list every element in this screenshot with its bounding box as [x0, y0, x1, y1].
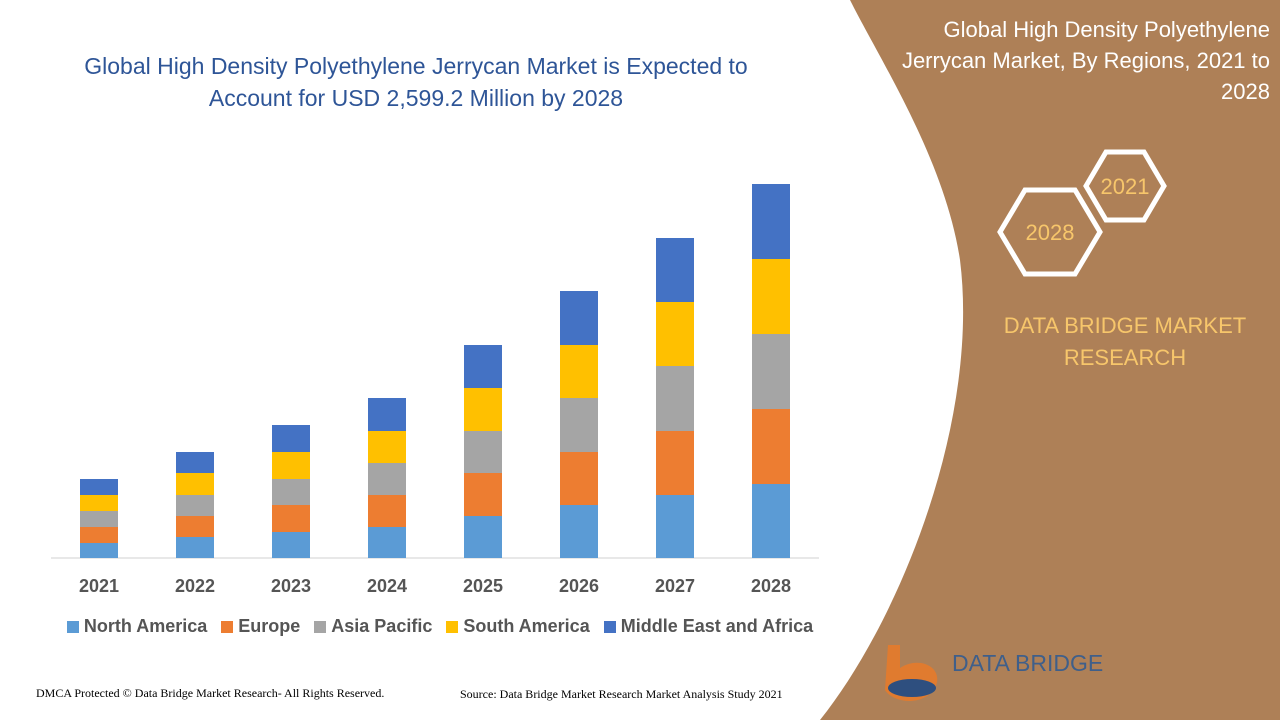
bar-segment — [272, 479, 310, 505]
legend: North America Europe Asia Pacific South Ame… — [40, 616, 840, 637]
bar-segment — [752, 334, 790, 409]
logo-mark — [888, 679, 936, 697]
bar-segment — [80, 543, 118, 558]
bar-segment — [560, 398, 598, 452]
hexagon — [997, 187, 1103, 277]
legend-label: South America — [463, 616, 590, 636]
bar-segment — [176, 516, 214, 537]
hexagon — [1083, 149, 1167, 223]
x-tick-label: 2023 — [271, 576, 311, 596]
legend-item: North America — [66, 616, 208, 637]
bar-segment — [656, 431, 694, 495]
hex-label: 2028 — [1026, 220, 1075, 245]
legend-swatch — [221, 620, 234, 633]
legend-label: Asia Pacific — [331, 616, 433, 636]
legend-swatch — [446, 620, 459, 633]
bar-segment — [752, 409, 790, 484]
x-tick-label: 2021 — [79, 576, 119, 596]
legend-swatch — [66, 620, 79, 633]
hex-label: 2021 — [1101, 174, 1150, 199]
bar-segment — [368, 495, 406, 527]
panel-title: Global High Density Polyethylene Jerryca… — [901, 17, 1270, 104]
bar-segment — [368, 431, 406, 463]
bar-segment — [752, 184, 790, 259]
x-tick-label: 2028 — [751, 576, 791, 596]
bar-segment — [464, 473, 502, 516]
brand: DATA BRIDGE MARKET RESEARCH — [1003, 313, 1247, 370]
bar-segment — [560, 345, 598, 398]
bar-segment — [80, 511, 118, 527]
bar-segment — [80, 527, 118, 543]
logo-text: DATA BRIDGE — [952, 650, 1104, 676]
x-tick-label: 2024 — [367, 576, 407, 596]
x-tick-label: 2027 — [655, 576, 695, 596]
side-panel — [820, 0, 1280, 720]
legend-label: North America — [83, 616, 208, 636]
bar-segment — [272, 505, 310, 532]
bar-segment — [464, 431, 502, 473]
bar-segment — [176, 537, 214, 558]
bar-segment — [656, 238, 694, 302]
x-tick-label: 2022 — [175, 576, 215, 596]
bar-segment — [176, 495, 214, 516]
bar-segment — [80, 495, 118, 511]
legend-label: Middle East and Africa — [620, 616, 814, 636]
legend-item: Asia Pacific — [314, 616, 432, 637]
bar-segment — [464, 516, 502, 558]
bar-segment — [464, 345, 502, 388]
legend-item: Europe — [221, 616, 300, 637]
legend-label: Europe — [238, 616, 301, 636]
bar-segment — [656, 302, 694, 366]
bar-segment — [560, 505, 598, 558]
footer-left: DMCA Protected © Data Bridge Market Rese… — [36, 686, 385, 700]
legend-swatch — [314, 620, 327, 633]
bar-segment — [368, 398, 406, 431]
bar-segment — [176, 452, 214, 473]
bar-segment — [656, 366, 694, 431]
bar-segment — [560, 291, 598, 345]
bar-segment — [560, 452, 598, 505]
bar-segment — [176, 473, 214, 495]
bar-segment — [368, 463, 406, 495]
legend-item: South America — [446, 616, 590, 637]
bar-segment — [272, 425, 310, 452]
legend-item: Middle East and Africa — [603, 616, 814, 637]
bar-segment — [272, 532, 310, 558]
legend-swatch — [603, 620, 616, 633]
chart-title: Global High Density Polyethylene Jerryca… — [84, 53, 748, 111]
bar-segment — [272, 452, 310, 479]
bar-segment — [752, 259, 790, 334]
x-tick-label: 2025 — [463, 576, 503, 596]
bar-segment — [368, 527, 406, 558]
bar-segment — [80, 479, 118, 495]
bar-segment — [464, 388, 502, 431]
x-tick-label: 2026 — [559, 576, 599, 596]
bar-segment — [752, 484, 790, 558]
footer-right: Source: Data Bridge Market Research Mark… — [460, 687, 783, 701]
bar-segment — [656, 495, 694, 558]
